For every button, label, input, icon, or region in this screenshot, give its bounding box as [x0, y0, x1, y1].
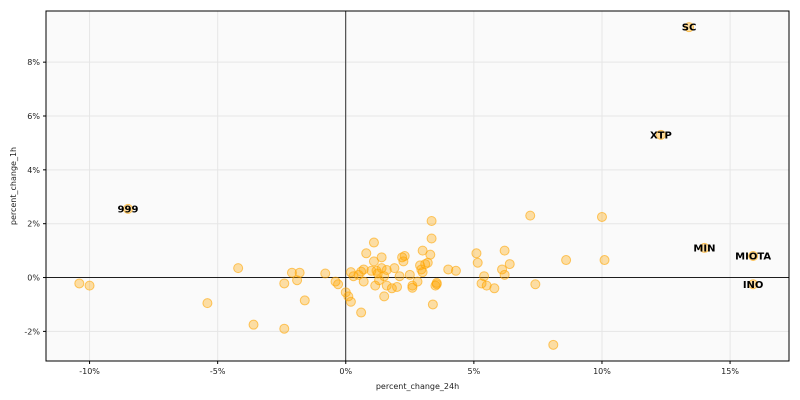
y-axis-label: percent_change_1h — [9, 147, 18, 225]
data-point — [279, 323, 290, 334]
data-point — [596, 211, 607, 222]
x-tick-label: 0% — [339, 367, 352, 376]
x-tick-label: -10% — [79, 367, 100, 376]
data-point — [525, 210, 536, 221]
data-point — [430, 280, 441, 291]
data-point — [599, 255, 610, 266]
y-tick-label: 4% — [27, 166, 40, 175]
data-point — [381, 265, 392, 275]
x-tick-label: 10% — [593, 367, 611, 376]
labeled-data-point — [122, 203, 133, 214]
data-point — [294, 267, 305, 278]
data-point — [233, 263, 244, 274]
data-point — [471, 248, 482, 259]
point-labels: SC XTP 999 MIN MIOTA INO — [118, 23, 772, 291]
data-point — [425, 249, 436, 260]
y-tick-label: 8% — [27, 58, 40, 67]
point-label: SC — [682, 23, 697, 34]
labeled-data-point — [655, 129, 666, 140]
data-point — [394, 271, 405, 282]
data-point — [370, 280, 381, 291]
data-point — [299, 295, 310, 306]
data-point — [292, 275, 303, 286]
x-tick-label: 15% — [721, 367, 739, 376]
x-tick-label: -5% — [210, 367, 226, 376]
point-label: INO — [743, 280, 764, 291]
data-point — [371, 265, 382, 276]
data-point — [399, 251, 410, 261]
data-point — [279, 278, 290, 289]
data-point — [479, 271, 490, 282]
data-points — [74, 22, 759, 350]
point-label: 999 — [118, 204, 139, 215]
data-point — [499, 245, 510, 256]
data-point — [426, 233, 437, 244]
data-point — [392, 281, 403, 292]
data-point — [74, 278, 85, 289]
y-tick-label: 6% — [27, 112, 40, 121]
labeled-data-point — [684, 22, 695, 33]
data-point — [476, 278, 487, 289]
data-point — [426, 216, 437, 226]
data-point — [481, 280, 492, 291]
data-point — [202, 298, 213, 309]
data-point — [431, 277, 442, 288]
data-point — [450, 265, 461, 276]
grid-lines — [46, 11, 789, 361]
data-point — [561, 255, 572, 266]
data-point — [361, 248, 372, 259]
data-point — [356, 307, 367, 318]
data-point — [404, 269, 415, 280]
labeled-data-point — [699, 242, 710, 253]
data-point — [376, 252, 387, 263]
data-point — [368, 237, 379, 248]
data-point — [499, 269, 510, 280]
data-point — [368, 256, 379, 267]
data-point — [427, 299, 438, 310]
data-point — [320, 268, 331, 279]
data-point — [286, 267, 297, 278]
data-point — [358, 276, 369, 287]
data-point — [343, 291, 354, 302]
data-point — [412, 276, 423, 287]
y-tick-label: -2% — [24, 327, 40, 336]
data-point — [504, 259, 515, 270]
y-tick-label: 0% — [27, 274, 40, 283]
point-label: MIN — [693, 243, 715, 254]
data-point — [416, 264, 427, 275]
data-point — [84, 280, 95, 291]
data-point — [497, 264, 508, 275]
labeled-data-point — [748, 251, 759, 261]
axis-ticks: -10% -5% 0% 5% 10% 15% -2% 0% 2% 4% 6% 8% — [24, 58, 739, 376]
data-point — [345, 296, 356, 307]
data-point — [443, 264, 454, 275]
data-point — [379, 291, 390, 302]
data-point — [248, 319, 259, 330]
data-point — [489, 283, 500, 294]
data-point — [381, 280, 392, 291]
labeled-data-point — [748, 279, 759, 290]
data-point — [472, 257, 483, 268]
data-point — [389, 263, 400, 274]
y-tick-label: 2% — [27, 220, 40, 229]
data-point — [358, 264, 369, 275]
data-point — [417, 245, 428, 256]
data-point — [333, 279, 344, 290]
x-axis-label: percent_change_24h — [376, 382, 459, 391]
point-label: XTP — [650, 130, 672, 141]
data-point — [548, 339, 559, 350]
x-tick-label: 5% — [468, 367, 481, 376]
data-point — [530, 279, 541, 290]
data-point — [379, 271, 390, 282]
plot-frame — [45, 10, 790, 362]
plot-area — [46, 11, 789, 361]
point-label: MIOTA — [735, 252, 771, 263]
